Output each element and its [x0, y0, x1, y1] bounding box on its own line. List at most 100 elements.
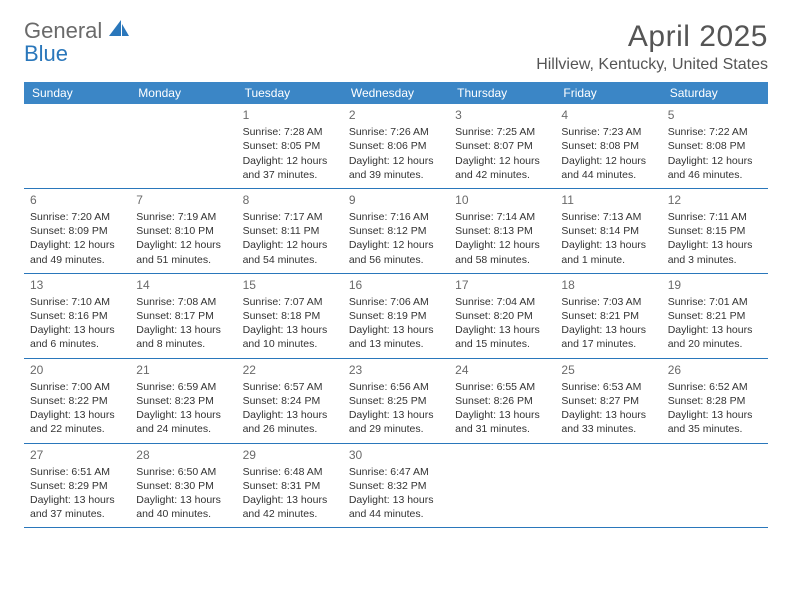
day-info-line: and 49 minutes. — [30, 253, 124, 267]
day-info-line: Daylight: 13 hours — [136, 408, 230, 422]
day-info-line: Sunrise: 6:52 AM — [668, 380, 762, 394]
day-cell — [555, 444, 661, 528]
day-number: 21 — [136, 362, 230, 378]
day-cell — [130, 104, 236, 188]
day-info-line: Sunset: 8:31 PM — [243, 479, 337, 493]
day-number: 22 — [243, 362, 337, 378]
day-info-line: Daylight: 12 hours — [243, 154, 337, 168]
day-info-line: Sunset: 8:20 PM — [455, 309, 549, 323]
logo-text-blue: Blue — [24, 41, 68, 66]
day-info-line: Daylight: 12 hours — [349, 154, 443, 168]
day-info-line: and 58 minutes. — [455, 253, 549, 267]
day-info-line: and 26 minutes. — [243, 422, 337, 436]
day-info-line: Daylight: 13 hours — [349, 323, 443, 337]
day-info-line: Daylight: 13 hours — [30, 408, 124, 422]
day-cell: 12Sunrise: 7:11 AMSunset: 8:15 PMDayligh… — [662, 189, 768, 273]
day-number: 12 — [668, 192, 762, 208]
day-info-line: and 1 minute. — [561, 253, 655, 267]
day-cell: 11Sunrise: 7:13 AMSunset: 8:14 PMDayligh… — [555, 189, 661, 273]
day-info-line: Sunset: 8:32 PM — [349, 479, 443, 493]
day-info-line: Daylight: 13 hours — [668, 238, 762, 252]
day-info-line: Sunrise: 7:06 AM — [349, 295, 443, 309]
day-info-line: Sunrise: 7:28 AM — [243, 125, 337, 139]
day-cell: 6Sunrise: 7:20 AMSunset: 8:09 PMDaylight… — [24, 189, 130, 273]
day-info-line: Sunset: 8:16 PM — [30, 309, 124, 323]
day-info-line: Sunset: 8:14 PM — [561, 224, 655, 238]
day-cell: 14Sunrise: 7:08 AMSunset: 8:17 PMDayligh… — [130, 274, 236, 358]
day-info-line: and 10 minutes. — [243, 337, 337, 351]
day-info-line: and 13 minutes. — [349, 337, 443, 351]
day-info-line: and 6 minutes. — [30, 337, 124, 351]
day-cell: 23Sunrise: 6:56 AMSunset: 8:25 PMDayligh… — [343, 359, 449, 443]
weekday-header: Sunday — [24, 82, 130, 104]
day-info-line: Sunrise: 6:53 AM — [561, 380, 655, 394]
day-info-line: Sunrise: 7:01 AM — [668, 295, 762, 309]
logo-text-general: General — [24, 18, 102, 43]
day-number: 19 — [668, 277, 762, 293]
day-info-line: and 3 minutes. — [668, 253, 762, 267]
day-info-line: Sunrise: 6:48 AM — [243, 465, 337, 479]
day-info-line: and 37 minutes. — [243, 168, 337, 182]
day-info-line: Daylight: 12 hours — [455, 154, 549, 168]
day-number: 16 — [349, 277, 443, 293]
day-info-line: Sunrise: 7:17 AM — [243, 210, 337, 224]
day-number: 25 — [561, 362, 655, 378]
day-info-line: Sunset: 8:27 PM — [561, 394, 655, 408]
weekday-header-row: Sunday Monday Tuesday Wednesday Thursday… — [24, 82, 768, 104]
day-info-line: and 29 minutes. — [349, 422, 443, 436]
day-info-line: Sunset: 8:21 PM — [561, 309, 655, 323]
day-info-line: Daylight: 13 hours — [349, 408, 443, 422]
week-row: 27Sunrise: 6:51 AMSunset: 8:29 PMDayligh… — [24, 444, 768, 529]
day-info-line: and 44 minutes. — [349, 507, 443, 521]
day-number: 14 — [136, 277, 230, 293]
day-info-line: and 20 minutes. — [668, 337, 762, 351]
day-info-line: Sunset: 8:29 PM — [30, 479, 124, 493]
day-info-line: and 37 minutes. — [30, 507, 124, 521]
day-number: 18 — [561, 277, 655, 293]
day-info-line: Sunrise: 7:04 AM — [455, 295, 549, 309]
day-cell: 7Sunrise: 7:19 AMSunset: 8:10 PMDaylight… — [130, 189, 236, 273]
day-info-line: Daylight: 13 hours — [243, 493, 337, 507]
logo-sail-icon — [109, 25, 129, 42]
day-info-line: Daylight: 13 hours — [136, 493, 230, 507]
day-info-line: Daylight: 12 hours — [668, 154, 762, 168]
day-info-line: Sunrise: 6:47 AM — [349, 465, 443, 479]
day-info-line: Sunset: 8:11 PM — [243, 224, 337, 238]
day-info-line: Daylight: 13 hours — [30, 493, 124, 507]
day-info-line: and 33 minutes. — [561, 422, 655, 436]
day-cell: 4Sunrise: 7:23 AMSunset: 8:08 PMDaylight… — [555, 104, 661, 188]
day-info-line: Sunset: 8:23 PM — [136, 394, 230, 408]
day-number: 3 — [455, 107, 549, 123]
day-info-line: Daylight: 13 hours — [455, 323, 549, 337]
day-info-line: Sunset: 8:24 PM — [243, 394, 337, 408]
page-header: General Blue April 2025 Hillview, Kentuc… — [24, 20, 768, 74]
day-info-line: and 22 minutes. — [30, 422, 124, 436]
day-info-line: Sunrise: 7:16 AM — [349, 210, 443, 224]
day-cell: 17Sunrise: 7:04 AMSunset: 8:20 PMDayligh… — [449, 274, 555, 358]
day-info-line: Sunset: 8:13 PM — [455, 224, 549, 238]
day-cell: 26Sunrise: 6:52 AMSunset: 8:28 PMDayligh… — [662, 359, 768, 443]
day-info-line: Sunrise: 7:11 AM — [668, 210, 762, 224]
day-number: 7 — [136, 192, 230, 208]
day-number: 28 — [136, 447, 230, 463]
day-info-line: Sunrise: 6:55 AM — [455, 380, 549, 394]
day-number: 2 — [349, 107, 443, 123]
day-info-line: Daylight: 13 hours — [136, 323, 230, 337]
day-info-line: Sunset: 8:28 PM — [668, 394, 762, 408]
day-cell: 27Sunrise: 6:51 AMSunset: 8:29 PMDayligh… — [24, 444, 130, 528]
day-info-line: Daylight: 13 hours — [455, 408, 549, 422]
day-info-line: Daylight: 13 hours — [30, 323, 124, 337]
day-info-line: Sunset: 8:08 PM — [561, 139, 655, 153]
day-cell: 21Sunrise: 6:59 AMSunset: 8:23 PMDayligh… — [130, 359, 236, 443]
day-number: 9 — [349, 192, 443, 208]
day-info-line: and 17 minutes. — [561, 337, 655, 351]
day-info-line: Sunset: 8:10 PM — [136, 224, 230, 238]
day-info-line: and 42 minutes. — [243, 507, 337, 521]
day-number: 30 — [349, 447, 443, 463]
day-number: 13 — [30, 277, 124, 293]
weekday-header: Wednesday — [343, 82, 449, 104]
week-row: 20Sunrise: 7:00 AMSunset: 8:22 PMDayligh… — [24, 359, 768, 444]
day-info-line: Sunrise: 7:14 AM — [455, 210, 549, 224]
day-info-line: Sunrise: 7:19 AM — [136, 210, 230, 224]
day-info-line: Daylight: 13 hours — [561, 238, 655, 252]
